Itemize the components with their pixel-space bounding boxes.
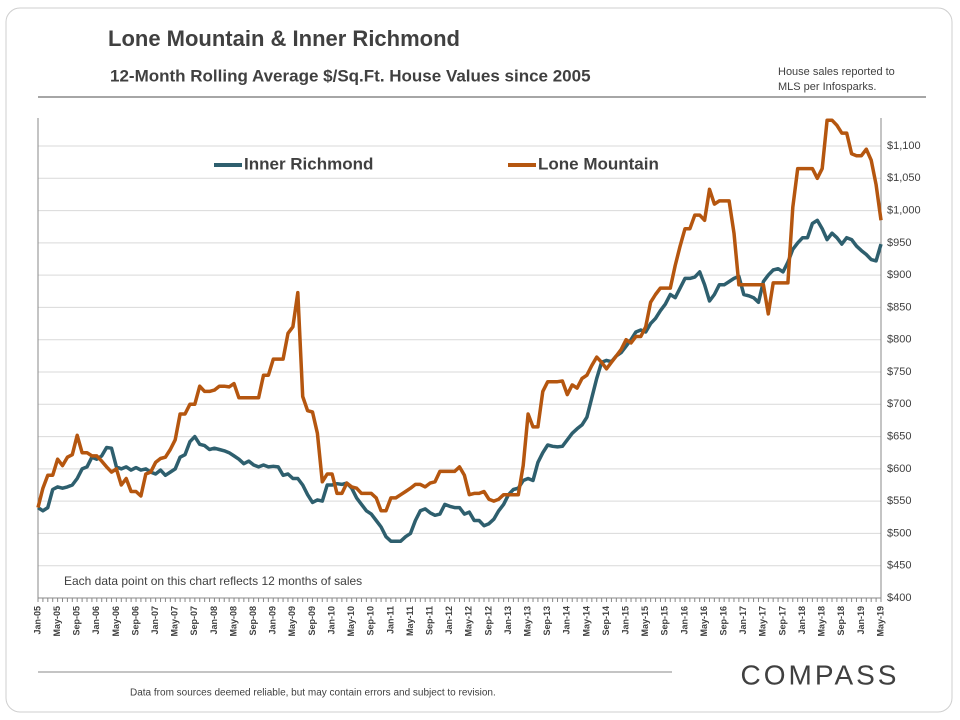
- x-tick-label: Jan-06: [91, 606, 101, 635]
- x-tick-label: Sep-18: [836, 606, 846, 636]
- x-tick-label: May-05: [52, 606, 62, 637]
- x-tick-label: Sep-16: [719, 606, 729, 636]
- x-tick-label: Sep-06: [130, 606, 140, 636]
- y-tick-label: $400: [887, 592, 911, 604]
- x-tick-label: Sep-05: [72, 606, 82, 636]
- x-tick-label: Jan-07: [150, 606, 160, 635]
- x-tick-label: Jan-14: [562, 606, 572, 635]
- y-tick-label: $850: [887, 301, 911, 313]
- x-tick-label: May-18: [817, 606, 827, 637]
- x-tick-label: Sep-13: [542, 606, 552, 636]
- x-tick-label: Sep-17: [777, 606, 787, 636]
- x-tick-label: Jan-19: [856, 606, 866, 635]
- logo: COMPASS: [741, 659, 900, 690]
- y-tick-label: $1,100: [887, 140, 921, 152]
- y-tick-label: $750: [887, 366, 911, 378]
- y-tick-label: $900: [887, 269, 911, 281]
- annotation: Each data point on this chart reflects 1…: [64, 574, 362, 588]
- chart-title: Lone Mountain & Inner Richmond: [108, 26, 460, 51]
- y-tick-label: $450: [887, 560, 911, 572]
- x-tick-label: Jan-18: [797, 606, 807, 635]
- x-tick-label: Jan-15: [621, 606, 631, 635]
- y-tick-label: $600: [887, 463, 911, 475]
- y-tick-label: $700: [887, 398, 911, 410]
- chart-subtitle: 12-Month Rolling Average $/Sq.Ft. House …: [110, 66, 591, 85]
- y-tick-label: $950: [887, 237, 911, 249]
- x-tick-label: Jan-16: [679, 606, 689, 635]
- y-tick-label: $650: [887, 430, 911, 442]
- x-tick-label: May-11: [405, 606, 415, 636]
- y-tick-label: $500: [887, 527, 911, 539]
- y-tick-label: $550: [887, 495, 911, 507]
- slide-border: [5, 7, 953, 713]
- x-tick-label: Sep-10: [366, 606, 376, 636]
- footer-note: Data from sources deemed reliable, but m…: [130, 688, 496, 699]
- x-tick-label: May-16: [699, 606, 709, 637]
- x-tick-label: Jan-08: [209, 606, 219, 635]
- x-tick-label: May-19: [875, 606, 885, 637]
- x-tick-label: Jan-05: [32, 606, 42, 635]
- x-tick-label: May-08: [228, 606, 238, 637]
- x-tick-label: May-17: [758, 606, 768, 637]
- x-tick-label: May-12: [464, 606, 474, 637]
- x-tick-label: May-13: [522, 606, 532, 637]
- x-tick-label: May-14: [581, 606, 591, 637]
- x-tick-label: Sep-12: [483, 606, 493, 636]
- x-tick-label: May-15: [640, 606, 650, 637]
- x-tick-label: Jan-13: [503, 606, 513, 635]
- x-tick-label: Sep-11: [424, 606, 434, 635]
- x-tick-label: Sep-08: [248, 606, 258, 636]
- x-tick-label: May-10: [346, 606, 356, 637]
- y-tick-label: $1,050: [887, 172, 921, 184]
- x-tick-label: Sep-07: [189, 606, 199, 636]
- series-line: [37, 218, 883, 543]
- y-tick-label: $1,000: [887, 204, 921, 216]
- x-tick-label: Sep-15: [660, 606, 670, 636]
- legend-label: Inner Richmond: [244, 154, 373, 173]
- x-tick-label: Sep-09: [307, 606, 317, 636]
- x-tick-label: May-09: [287, 606, 297, 637]
- x-tick-label: May-07: [170, 606, 180, 637]
- y-tick-label: $800: [887, 334, 911, 346]
- x-tick-label: Jan-09: [268, 606, 278, 635]
- x-tick-label: Jan-10: [326, 606, 336, 635]
- legend-label: Lone Mountain: [538, 154, 659, 173]
- source-note: House sales reported to: [778, 66, 895, 78]
- x-tick-label: Sep-14: [601, 606, 611, 636]
- x-tick-label: Jan-11: [385, 606, 395, 634]
- source-note: MLS per Infosparks.: [778, 81, 876, 93]
- x-tick-label: Jan-17: [738, 606, 748, 635]
- series-line: [36, 118, 883, 513]
- x-tick-label: May-06: [111, 606, 121, 637]
- x-tick-label: Jan-12: [444, 606, 454, 635]
